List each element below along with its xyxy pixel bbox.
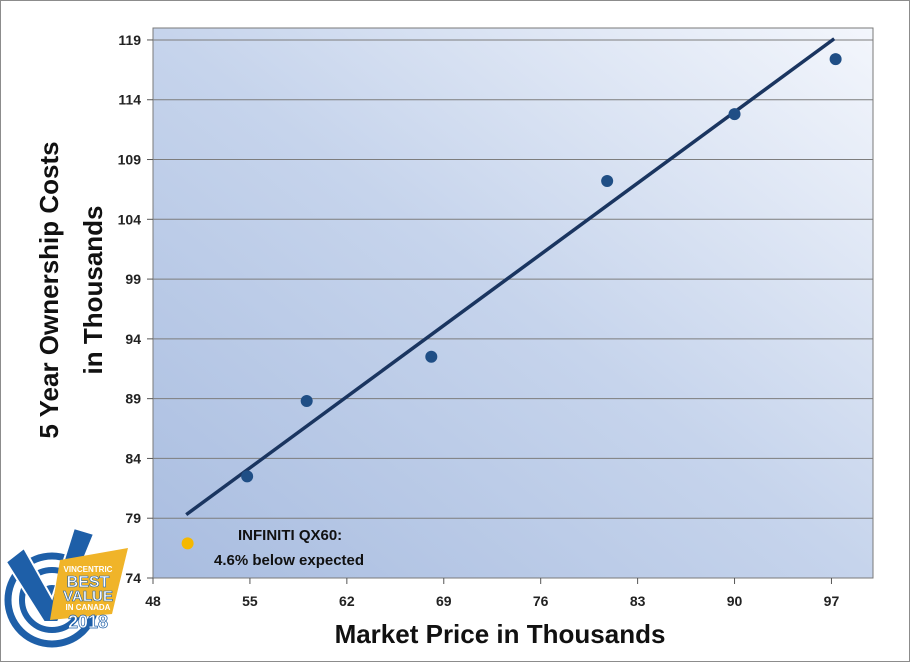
x-tick-label: 83 [630, 593, 646, 609]
y-tick-label: 109 [118, 152, 142, 168]
badge-v-mark [4, 526, 96, 623]
data-point [728, 108, 741, 121]
x-tick-label: 97 [824, 593, 840, 609]
badge-year: 2018 [68, 612, 108, 632]
data-point [300, 395, 313, 408]
x-axis-title: Market Price in Thousands [335, 619, 666, 649]
y-tick-label: 84 [125, 450, 141, 466]
y-tick-label: 114 [118, 92, 141, 108]
trendline [185, 37, 836, 517]
badge-line1: BEST [67, 574, 110, 591]
y-axis-title-line2: in Thousands [78, 206, 108, 375]
badge-line2: VALUE [63, 588, 113, 605]
x-tick-label: 62 [339, 593, 355, 609]
y-tick-label: 74 [125, 570, 141, 586]
x-tick-label: 76 [533, 593, 549, 609]
data-point [181, 537, 194, 550]
badge-brand: VINCENTRIC [64, 565, 113, 574]
grid-lines [153, 39, 873, 519]
data-point [425, 350, 438, 363]
y-axis-title-line1: 5 Year Ownership Costs [34, 141, 64, 438]
y-tick-label: 94 [125, 331, 141, 347]
annotation-line1: INFINITI QX60: [238, 527, 342, 544]
x-tick-labels: 48 55 62 69 76 83 90 97 [145, 578, 839, 609]
data-points [181, 53, 842, 550]
y-tick-label: 89 [125, 391, 141, 407]
x-tick-label: 55 [242, 593, 258, 609]
y-tick-labels: 74 79 84 89 94 99 104 109 114 119 [118, 32, 153, 586]
data-point [829, 53, 842, 66]
y-tick-label: 119 [118, 32, 141, 48]
plot-area [152, 27, 874, 579]
vincentric-badge: VINCENTRIC BEST VALUE IN CANADA 2018 [4, 526, 128, 648]
data-point [601, 175, 614, 188]
y-tick-label: 79 [125, 510, 141, 526]
annotation-line2: 4.6% below expected [214, 552, 364, 569]
x-tick-label: 48 [145, 593, 161, 609]
y-tick-label: 99 [125, 271, 141, 287]
data-point [241, 470, 254, 483]
badge-line3: IN CANADA [66, 603, 111, 612]
x-tick-label: 69 [436, 593, 452, 609]
x-tick-label: 90 [727, 593, 743, 609]
badge-banner [50, 548, 128, 620]
trendline-group [185, 37, 836, 517]
y-tick-label: 104 [118, 211, 142, 227]
